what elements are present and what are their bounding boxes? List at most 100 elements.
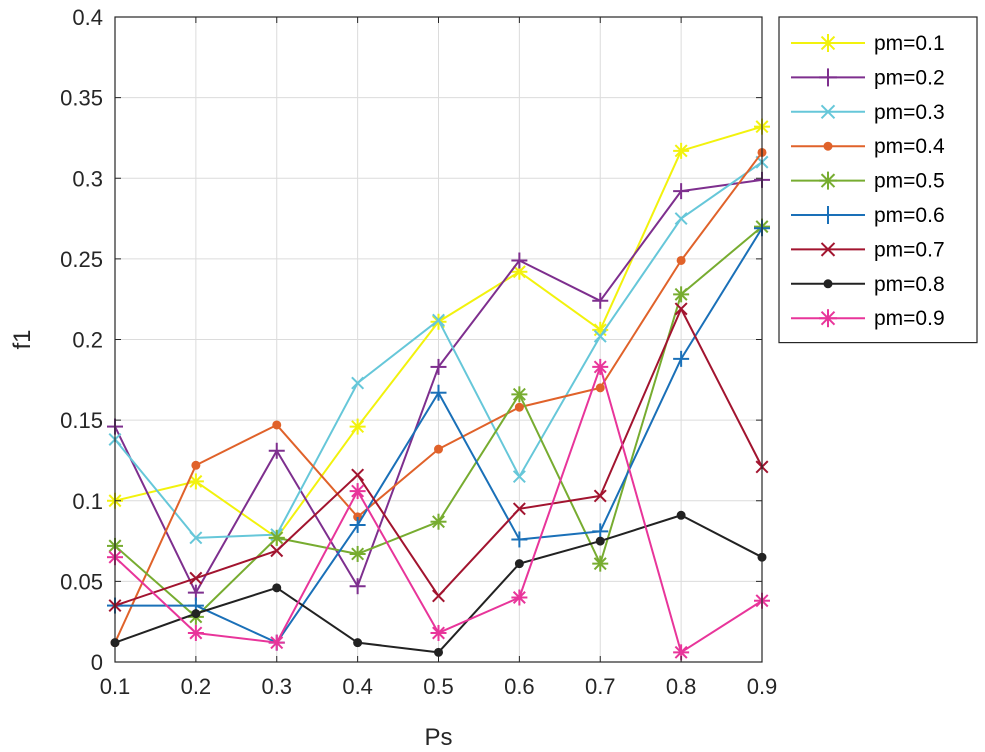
data-point (514, 402, 524, 412)
legend-label: pm=0.6 (874, 204, 945, 227)
data-point (351, 376, 365, 390)
y-axis-label: f1 (9, 329, 36, 349)
y-tick-label: 0.2 (72, 328, 103, 353)
data-point (676, 510, 686, 520)
x-tick-label: 0.3 (261, 674, 292, 699)
legend-label: pm=0.9 (874, 307, 945, 330)
y-tick-label: 0.3 (72, 166, 103, 191)
data-point (189, 531, 203, 545)
data-point (430, 384, 447, 401)
data-point (514, 559, 524, 569)
data-point (430, 358, 447, 375)
data-point (592, 358, 609, 375)
y-tick-label: 0.05 (60, 569, 103, 594)
legend-item: pm=0.4 (791, 135, 945, 158)
data-point (268, 442, 285, 459)
legend-item: pm=0.3 (791, 101, 945, 124)
y-tick-label: 0.15 (60, 408, 103, 433)
data-point (823, 279, 833, 289)
series-pm=0.9 (107, 358, 770, 661)
legend: pm=0.1 pm=0.2 pm=0.3 pm=0.4 pm=0.5 pm=0.6 pm=0… (778, 16, 978, 344)
y-tick-label: 0.4 (72, 5, 103, 30)
legend-box (778, 16, 978, 344)
data-point (819, 171, 837, 190)
series-pm=0.3 (108, 155, 769, 545)
data-point (268, 634, 285, 651)
legend-label: pm=0.1 (874, 32, 945, 55)
data-point (270, 544, 284, 558)
y-tick-label: 0 (91, 650, 103, 675)
x-tick-label: 0.8 (666, 674, 697, 699)
data-point (676, 255, 686, 265)
x-tick-label: 0.6 (504, 674, 535, 699)
data-point (432, 589, 445, 603)
legend-item: pm=0.8 (791, 273, 945, 296)
data-point (819, 68, 837, 87)
series-layer (107, 118, 770, 661)
x-tick-label: 0.4 (342, 674, 373, 699)
data-point (187, 473, 204, 490)
data-point (823, 141, 833, 151)
data-point (592, 555, 609, 572)
data-point (819, 34, 837, 52)
data-point (349, 483, 366, 500)
y-tick-label: 0.1 (72, 489, 103, 514)
data-point (673, 644, 690, 661)
data-point (434, 647, 443, 657)
data-point (189, 571, 203, 585)
data-point (593, 489, 607, 503)
data-point (819, 206, 837, 224)
data-point (351, 468, 365, 482)
legend-label: pm=0.7 (874, 238, 945, 261)
y-tick-label: 0.35 (60, 86, 103, 111)
x-tick-label: 0.1 (100, 674, 131, 699)
data-point (349, 578, 366, 595)
data-point (820, 242, 836, 257)
legend-label: pm=0.5 (874, 170, 945, 193)
data-point (191, 460, 201, 470)
data-point (673, 286, 690, 303)
data-point (511, 531, 528, 548)
legend-label: pm=0.8 (874, 273, 945, 296)
data-point (432, 313, 445, 327)
data-point (673, 142, 690, 159)
data-point (511, 252, 528, 269)
x-axis-label: Ps (424, 724, 452, 751)
legend-label: pm=0.2 (874, 66, 945, 89)
data-point (349, 545, 366, 562)
data-point (272, 583, 282, 593)
legend-item: pm=0.9 (791, 307, 945, 330)
legend-item: pm=0.7 (791, 238, 945, 261)
data-point (191, 609, 201, 619)
data-point (593, 329, 607, 343)
data-point (819, 309, 837, 328)
x-tick-label: 0.2 (181, 674, 212, 699)
data-point (511, 589, 528, 606)
legend-label: pm=0.4 (874, 135, 945, 158)
series-pm=0.8 (110, 510, 767, 657)
data-point (187, 624, 204, 641)
data-point (673, 183, 690, 200)
data-point (820, 104, 836, 119)
legend-item: pm=0.1 (791, 32, 945, 55)
x-tick-label: 0.5 (423, 674, 454, 699)
data-point (268, 529, 285, 546)
data-point (430, 513, 447, 530)
legend-label: pm=0.3 (874, 101, 945, 124)
x-axis-ticks: 0.1 0.2 0.3 0.4 0.5 0.6 0.7 0.8 0.9 (100, 17, 778, 699)
data-point (674, 212, 688, 226)
data-point (349, 516, 366, 533)
data-point (349, 418, 366, 435)
data-point (673, 350, 690, 367)
x-tick-label: 0.9 (747, 674, 778, 699)
legend-item: pm=0.2 (791, 66, 945, 89)
data-point (512, 502, 526, 516)
data-point (353, 638, 363, 648)
y-tick-label: 0.25 (60, 247, 103, 272)
data-point (434, 444, 443, 454)
x-tick-label: 0.7 (585, 674, 616, 699)
data-point (512, 470, 526, 484)
y-axis-ticks: 0 0.05 0.1 0.15 0.2 0.25 0.3 0.35 0.4 (60, 5, 762, 675)
legend-item: pm=0.5 (791, 170, 945, 193)
